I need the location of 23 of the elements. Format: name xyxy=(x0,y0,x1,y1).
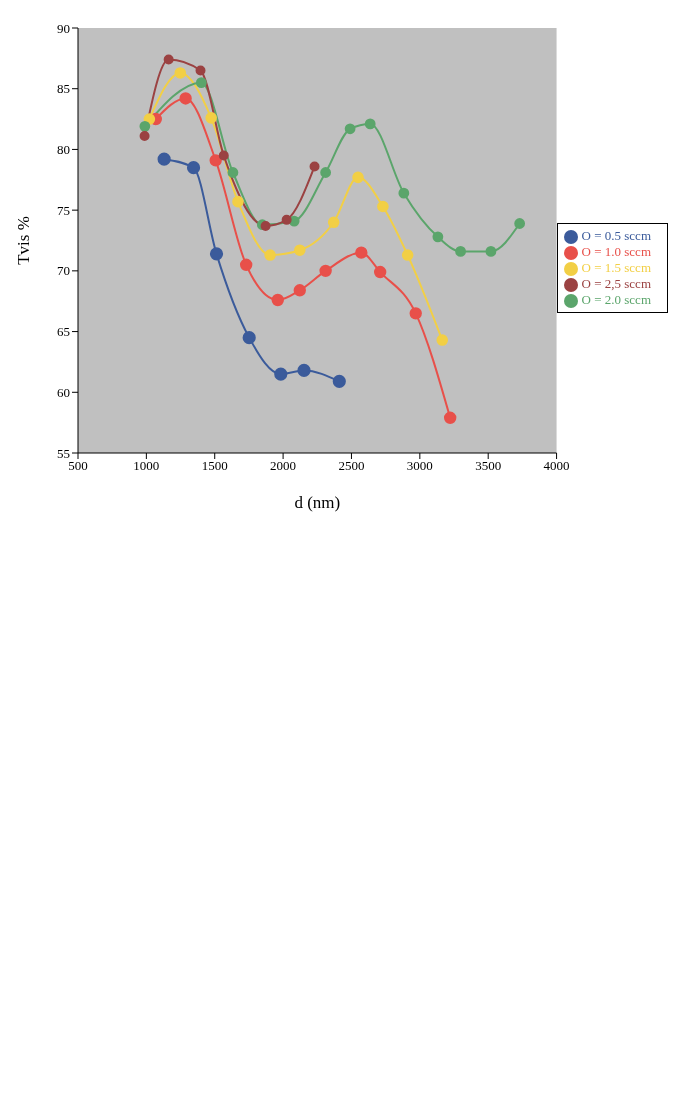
y-tick-label: 70 xyxy=(57,263,70,279)
x-axis-title: d (nm) xyxy=(294,493,341,512)
y-tick-label: 60 xyxy=(57,384,70,400)
legend-label: O = 2.0 sccm xyxy=(581,292,651,308)
x-tick-label: 500 xyxy=(68,458,88,474)
x-tick-label: 2500 xyxy=(338,458,365,474)
x-tick-label: 4000 xyxy=(543,458,570,474)
y-tick-label: 55 xyxy=(57,445,70,461)
x-tick-label: 2000 xyxy=(270,458,297,474)
y-axis-title: Tvis % xyxy=(14,216,34,265)
legend-label: O = 2,5 sccm xyxy=(581,276,651,291)
x-tick-label: 1000 xyxy=(133,458,160,474)
x-tick-label: 1500 xyxy=(201,458,228,474)
y-tick-label: 90 xyxy=(57,20,70,36)
legend-label: O = 0.5 sccm xyxy=(581,227,651,243)
y-tick-label: 80 xyxy=(57,142,70,158)
y-tick-label: 75 xyxy=(57,202,70,218)
y-tick-label: 85 xyxy=(57,81,70,97)
legend-label: O = 1.0 sccm xyxy=(581,243,651,259)
legend-label: O = 1.5 sccm xyxy=(581,259,651,275)
y-tick-label: 65 xyxy=(57,324,70,340)
x-tick-label: 3500 xyxy=(475,458,502,474)
x-tick-label: 3000 xyxy=(406,458,433,474)
